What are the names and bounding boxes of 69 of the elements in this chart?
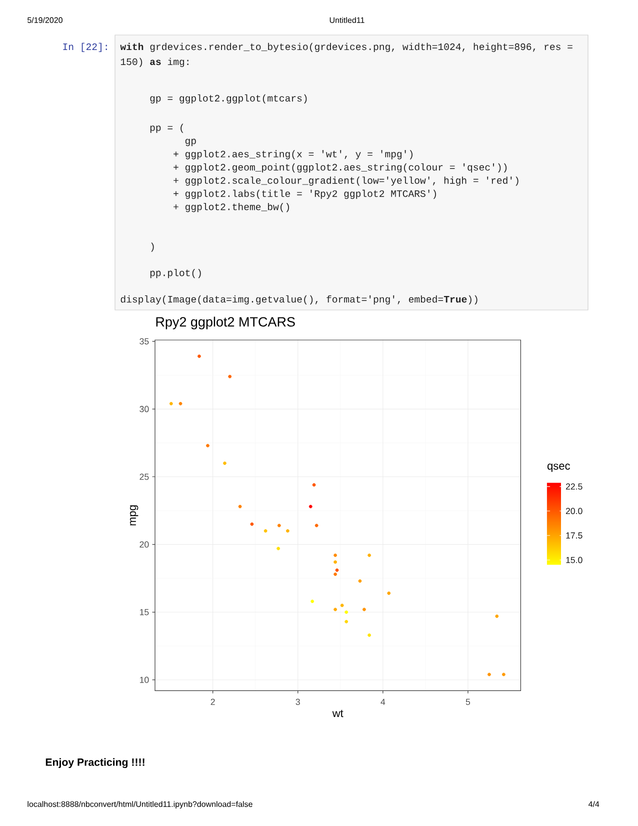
color-bar-label: 17.5 [566,532,582,539]
text: + ggplot2.aes_string(x = 'wt', y = 'mpg') [174,150,412,160]
y-tick-label: 10 [140,676,149,683]
point [178,402,182,406]
point [368,554,372,557]
point [334,572,337,576]
point [334,560,337,564]
point [228,374,232,378]
text: 5/19/2020 [28,17,62,23]
text: display(Image(data=img.getvalue(), format='png', embed=True)) [120,295,478,305]
text: Enjoy Practicing !!!! [46,758,144,768]
chart-title: Rpy2 ggplot2 MTCARS [156,316,295,330]
point [344,620,348,624]
point [310,600,314,604]
point [358,579,362,583]
point [495,614,499,618]
x-tick-label: 2 [210,698,215,705]
point [223,462,226,465]
point [368,633,372,637]
text: + ggplot2.theme_bw() [174,202,289,212]
text: with grdevices.render_to_bytesio(grdevices.png, width=1024, height=896, res = [120,42,572,52]
point [502,672,506,676]
point [276,546,280,550]
x-tick-label: 3 [296,698,300,705]
point [340,604,344,608]
text: ) [151,242,154,252]
text: 150) as img: [120,58,188,68]
text: pp.plot() [150,268,201,278]
color-bar-label: 22.5 [566,483,582,490]
point [308,504,312,508]
point [488,672,491,676]
point [334,554,337,557]
text: + ggplot2.scale_colour_gradient(low='yellow', high = 'red') [174,176,518,186]
text: pp = ( [150,124,184,133]
point [387,592,391,595]
color-bar-label: 20.0 [566,508,582,514]
point [206,444,210,448]
y-tick-label: 30 [140,406,149,412]
color-bar-label: 15.0 [566,556,582,564]
text: + ggplot2.labs(title = 'Rpy2 ggplot2 MTCARS') [174,190,436,199]
point [198,354,201,358]
y-tick-label: 25 [140,474,149,480]
point [344,610,348,614]
point [362,608,366,612]
y-tick-label: 35 [140,338,149,344]
text: + ggplot2.geom_point(ggplot2.aes_string(colour = 'qsec')) [174,163,507,173]
text: gp = ggplot2.ggplot(mtcars) [150,94,307,104]
point [314,524,318,528]
point [250,522,254,526]
text: localhost:8888/nbconvert/html/Untitled11.ipynb?download=false [28,801,252,809]
x-tick-label: 5 [466,698,470,705]
x-axis-title: wt [332,710,344,718]
text: gp [185,138,196,146]
text: In [22]: [63,42,107,52]
x-tick-label: 4 [380,698,386,705]
point [277,524,281,528]
point [169,402,173,406]
point [334,608,337,612]
point [312,483,316,487]
y-axis-title: mpg [130,505,138,526]
text: 4/4 [588,801,600,807]
y-tick-label: 15 [140,609,149,616]
point [238,504,242,508]
point [286,529,290,533]
text: Untitled11 [330,17,364,23]
point [264,529,268,533]
color-bar-title: qsec [547,464,570,472]
y-tick-label: 20 [140,541,149,548]
point [335,568,339,572]
